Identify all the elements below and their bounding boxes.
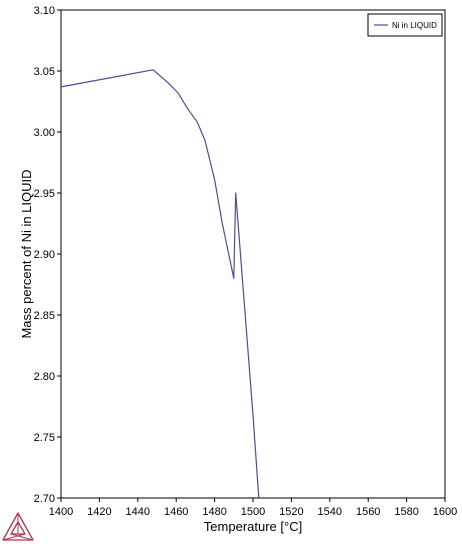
x-tick-label: 1400 bbox=[49, 506, 73, 518]
plot-frame bbox=[60, 9, 446, 499]
y-tick-label: 3.05 bbox=[34, 66, 55, 78]
x-axis-title: Temperature [°C] bbox=[204, 519, 302, 534]
x-tick-label: 1540 bbox=[318, 506, 342, 518]
y-tick-label: 3.00 bbox=[34, 127, 55, 139]
x-tick-label: 1440 bbox=[126, 506, 150, 518]
x-tick-label: 1560 bbox=[356, 506, 380, 518]
legend-box bbox=[367, 13, 443, 37]
y-axis-title: Mass percent of Ni in LIQUID bbox=[19, 169, 34, 338]
y-tick-label: 2.75 bbox=[34, 432, 55, 444]
legend: Ni in LIQUID bbox=[367, 13, 443, 37]
y-tick-label: 2.90 bbox=[34, 249, 55, 261]
logo-line bbox=[2, 533, 26, 541]
x-tick-label: 1480 bbox=[202, 506, 226, 518]
y-tick-label: 3.10 bbox=[34, 5, 55, 17]
x-tick-label: 1600 bbox=[433, 506, 457, 518]
y-tick-label: 2.95 bbox=[34, 188, 55, 200]
x-tick-label: 1420 bbox=[87, 506, 111, 518]
x-tick-label: 1520 bbox=[279, 506, 303, 518]
legend-label: Ni in LIQUID bbox=[392, 21, 437, 30]
series-line bbox=[60, 69, 260, 499]
y-tick-label: 2.85 bbox=[34, 310, 55, 322]
y-tick-label: 2.80 bbox=[34, 371, 55, 383]
x-tick-label: 1460 bbox=[164, 506, 188, 518]
x-tick-label: 1580 bbox=[394, 506, 418, 518]
x-tick-label: 1500 bbox=[241, 506, 265, 518]
logo-outer-triangle bbox=[2, 512, 34, 541]
logo-line bbox=[10, 533, 34, 541]
y-tick-label: 2.70 bbox=[34, 493, 55, 505]
thermo-calc-logo bbox=[2, 512, 34, 541]
